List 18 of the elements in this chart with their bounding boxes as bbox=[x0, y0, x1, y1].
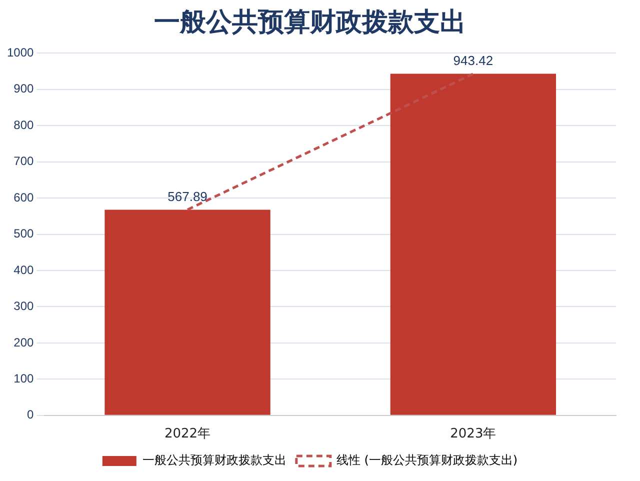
y-tick-label: 1000 bbox=[6, 46, 34, 60]
x-tick-label: 2022年 bbox=[164, 426, 211, 442]
y-tick-label: 400 bbox=[14, 262, 34, 277]
y-tick-label: 500 bbox=[14, 226, 34, 241]
y-tick-label: 0 bbox=[27, 408, 34, 422]
y-tick-label: 900 bbox=[14, 82, 34, 96]
y-tick-label: 100 bbox=[14, 371, 34, 386]
x-tick-label: 2023年 bbox=[450, 426, 496, 442]
y-tick-label: 300 bbox=[14, 299, 34, 314]
data-label: 567.89 bbox=[168, 188, 208, 204]
y-tick-label: 200 bbox=[14, 335, 34, 350]
y-tick-label: 600 bbox=[14, 190, 34, 204]
data-label: 943.42 bbox=[453, 52, 494, 68]
y-tick-label: 800 bbox=[14, 118, 34, 132]
chart-title: 一般公共预算财政拨款支出 bbox=[154, 7, 466, 36]
y-tick-label: 700 bbox=[14, 154, 34, 168]
legend-label: 一般公共预算财政拨款支出 bbox=[142, 453, 286, 468]
legend-label: 线性 (一般公共预算财政拨款支出) bbox=[336, 453, 518, 468]
